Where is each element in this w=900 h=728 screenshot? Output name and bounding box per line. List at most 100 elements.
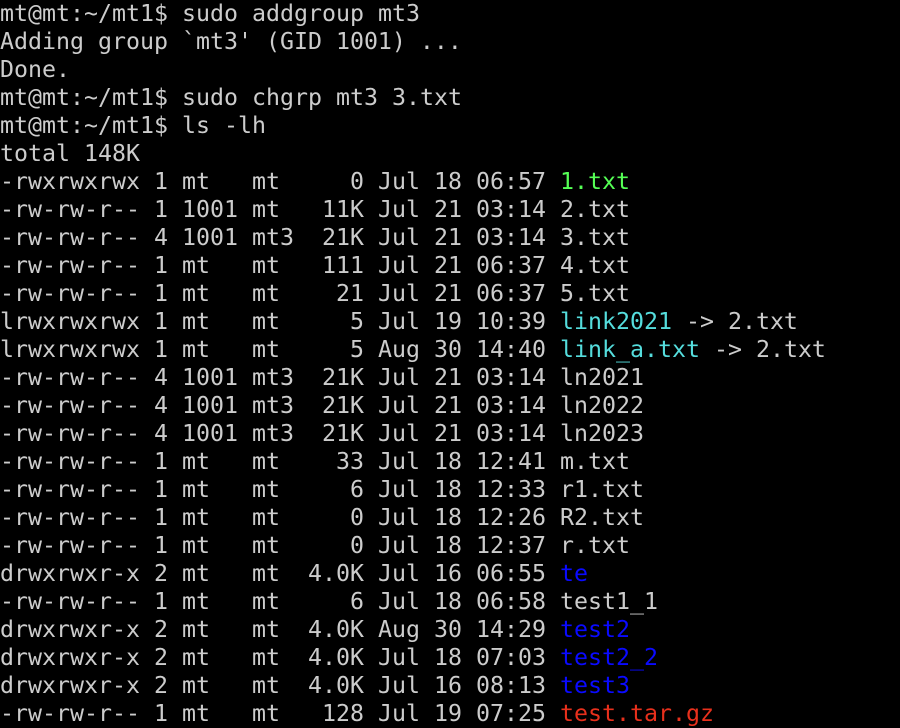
shell-prompt: mt@mt:~/mt1$ bbox=[0, 0, 182, 27]
listing-row: -rw-rw-r-- 1 mt mt 128 Jul 19 07:25 test… bbox=[0, 700, 900, 728]
listing-row: drwxrwxr-x 2 mt mt 4.0K Aug 30 14:29 tes… bbox=[0, 616, 900, 644]
output-line: Done. bbox=[0, 56, 900, 84]
file-name: 1.txt bbox=[559, 168, 630, 195]
permissions: -rw-rw-r-- bbox=[0, 224, 140, 251]
group: mt bbox=[251, 448, 294, 475]
listing-row: -rw-rw-r-- 4 1001 mt3 21K Jul 21 03:14 3… bbox=[0, 224, 900, 252]
owner: mt bbox=[181, 168, 238, 195]
file-name: ln2023 bbox=[559, 420, 644, 447]
permissions: -rw-rw-r-- bbox=[0, 700, 140, 727]
owner: mt bbox=[181, 616, 238, 643]
size: 5 bbox=[307, 336, 364, 363]
file-name: 3.txt bbox=[559, 224, 630, 251]
modified-date: Jul 21 06:37 bbox=[377, 280, 546, 307]
output-text: Adding group `mt3' (GID 1001) ... bbox=[0, 28, 462, 55]
listing-row: -rw-rw-r-- 1 mt mt 0 Jul 18 12:37 r.txt bbox=[0, 532, 900, 560]
listing-row: -rw-rw-r-- 1 mt mt 33 Jul 18 12:41 m.txt bbox=[0, 448, 900, 476]
listing-row: -rw-rw-r-- 1 1001 mt 11K Jul 21 03:14 2.… bbox=[0, 196, 900, 224]
permissions: -rwxrwxrwx bbox=[0, 168, 140, 195]
owner: 1001 bbox=[181, 196, 238, 223]
permissions: drwxrwxr-x bbox=[0, 672, 140, 699]
modified-date: Jul 18 07:03 bbox=[377, 644, 546, 671]
modified-date: Jul 18 12:41 bbox=[377, 448, 546, 475]
file-name: R2.txt bbox=[559, 504, 644, 531]
size: 4.0K bbox=[307, 644, 364, 671]
size: 21K bbox=[307, 224, 364, 251]
permissions: drwxrwxr-x bbox=[0, 616, 140, 643]
link-count: 1 bbox=[153, 476, 168, 503]
file-name: ln2021 bbox=[559, 364, 644, 391]
output-text: total 148K bbox=[0, 140, 140, 167]
link-count: 4 bbox=[153, 420, 168, 447]
file-name: test2 bbox=[559, 616, 630, 643]
owner: mt bbox=[181, 252, 238, 279]
group: mt bbox=[251, 196, 294, 223]
file-name: ln2022 bbox=[559, 392, 644, 419]
file-name: r.txt bbox=[559, 532, 630, 559]
file-name: m.txt bbox=[559, 448, 630, 475]
file-name: 2.txt bbox=[559, 196, 630, 223]
owner: mt bbox=[181, 672, 238, 699]
link-count: 2 bbox=[153, 616, 168, 643]
size: 4.0K bbox=[307, 560, 364, 587]
group: mt bbox=[251, 476, 294, 503]
listing-row: -rw-rw-r-- 1 mt mt 6 Jul 18 12:33 r1.txt bbox=[0, 476, 900, 504]
owner: mt bbox=[181, 280, 238, 307]
listing-row: -rw-rw-r-- 4 1001 mt3 21K Jul 21 03:14 l… bbox=[0, 392, 900, 420]
size: 4.0K bbox=[307, 672, 364, 699]
permissions: -rw-rw-r-- bbox=[0, 476, 140, 503]
group: mt bbox=[251, 644, 294, 671]
group: mt3 bbox=[251, 364, 294, 391]
permissions: -rw-rw-r-- bbox=[0, 588, 140, 615]
output-line: total 148K bbox=[0, 140, 900, 168]
link-count: 1 bbox=[153, 336, 168, 363]
link-count: 1 bbox=[153, 168, 168, 195]
permissions: drwxrwxr-x bbox=[0, 560, 140, 587]
size: 0 bbox=[307, 532, 364, 559]
permissions: -rw-rw-r-- bbox=[0, 448, 140, 475]
listing-row: -rw-rw-r-- 1 mt mt 111 Jul 21 06:37 4.tx… bbox=[0, 252, 900, 280]
permissions: -rw-rw-r-- bbox=[0, 532, 140, 559]
file-name: link_a.txt bbox=[559, 336, 700, 363]
modified-date: Jul 18 12:37 bbox=[377, 532, 546, 559]
permissions: -rw-rw-r-- bbox=[0, 252, 140, 279]
command-text: sudo addgroup mt3 bbox=[181, 0, 420, 27]
permissions: -rw-rw-r-- bbox=[0, 420, 140, 447]
size: 6 bbox=[307, 476, 364, 503]
link-count: 1 bbox=[153, 280, 168, 307]
owner: mt bbox=[181, 448, 238, 475]
command-text: sudo chgrp mt3 3.txt bbox=[181, 84, 462, 111]
owner: mt bbox=[181, 504, 238, 531]
modified-date: Jul 21 03:14 bbox=[377, 196, 546, 223]
listing-row: drwxrwxr-x 2 mt mt 4.0K Jul 16 06:55 te bbox=[0, 560, 900, 588]
group: mt bbox=[251, 588, 294, 615]
listing-row: lrwxrwxrwx 1 mt mt 5 Jul 19 10:39 link20… bbox=[0, 308, 900, 336]
modified-date: Jul 21 03:14 bbox=[377, 224, 546, 251]
command-text: ls -lh bbox=[181, 112, 266, 139]
permissions: drwxrwxr-x bbox=[0, 644, 140, 671]
owner: mt bbox=[181, 308, 238, 335]
file-name: 5.txt bbox=[559, 280, 630, 307]
permissions: -rw-rw-r-- bbox=[0, 364, 140, 391]
modified-date: Jul 21 06:37 bbox=[377, 252, 546, 279]
group: mt bbox=[251, 700, 294, 727]
owner: mt bbox=[181, 476, 238, 503]
modified-date: Jul 18 12:33 bbox=[377, 476, 546, 503]
file-name: test1_1 bbox=[559, 588, 658, 615]
group: mt bbox=[251, 308, 294, 335]
size: 5 bbox=[307, 308, 364, 335]
owner: mt bbox=[181, 588, 238, 615]
command-line: mt@mt:~/mt1$ sudo chgrp mt3 3.txt bbox=[0, 84, 900, 112]
link-count: 1 bbox=[153, 448, 168, 475]
group: mt bbox=[251, 280, 294, 307]
group: mt bbox=[251, 560, 294, 587]
link-count: 1 bbox=[153, 308, 168, 335]
link-count: 1 bbox=[153, 700, 168, 727]
group: mt3 bbox=[251, 392, 294, 419]
size: 21K bbox=[307, 392, 364, 419]
link-count: 4 bbox=[153, 224, 168, 251]
file-name: 4.txt bbox=[559, 252, 630, 279]
link-count: 4 bbox=[153, 364, 168, 391]
group: mt3 bbox=[251, 420, 294, 447]
